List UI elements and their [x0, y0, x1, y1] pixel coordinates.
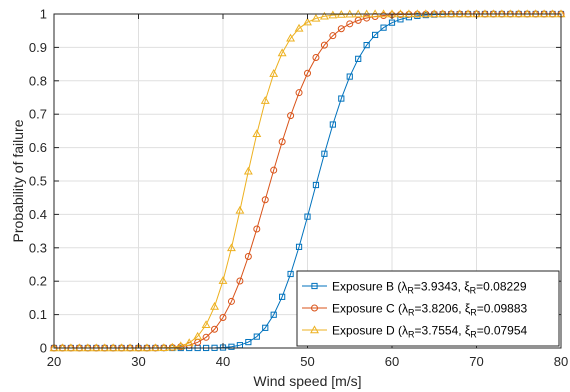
data-point	[304, 213, 311, 220]
data-point	[286, 33, 296, 42]
data-point	[303, 17, 312, 26]
x-tick-label: 60	[385, 354, 399, 369]
data-point	[235, 205, 245, 214]
x-tick-label: 50	[300, 354, 314, 369]
data-point	[287, 270, 294, 278]
x-tick-label: 30	[131, 354, 145, 369]
y-tick-label: 0.6	[29, 140, 47, 155]
data-point	[219, 314, 227, 322]
data-point	[328, 10, 338, 19]
data-point	[176, 341, 186, 350]
data-point	[321, 150, 328, 157]
data-point	[252, 129, 262, 138]
data-point	[295, 243, 303, 250]
data-point	[262, 324, 269, 331]
data-point	[354, 16, 362, 24]
data-point	[372, 31, 379, 39]
legend-marker	[310, 325, 319, 334]
data-point	[245, 338, 252, 346]
data-point	[320, 41, 328, 49]
data-point	[201, 320, 211, 329]
legend-label: Exposure C (λR=3.8206, ξR=0.09883	[332, 302, 528, 318]
x-axis-label: Wind speed [m/s]	[253, 373, 361, 389]
legend-label: Exposure D (λR=3.7554, ξR=0.07954	[332, 324, 528, 340]
data-point	[287, 112, 295, 120]
data-point	[388, 19, 396, 26]
data-point	[253, 225, 261, 233]
legend-item-2: Exposure C (λR=3.8206, ξR=0.09883	[302, 302, 528, 318]
data-point	[338, 95, 345, 102]
y-tick-label: 0.9	[29, 40, 47, 55]
data-point	[270, 311, 277, 318]
data-point	[346, 73, 353, 80]
data-point	[278, 138, 286, 146]
data-point	[355, 55, 362, 62]
y-tick-label: 0	[40, 341, 47, 356]
data-point	[396, 11, 404, 19]
y-axis-label: Probability of failure	[10, 119, 26, 242]
data-point	[261, 196, 269, 204]
data-point	[279, 293, 286, 300]
data-point	[363, 42, 370, 49]
data-point	[277, 48, 287, 57]
data-point	[363, 14, 371, 22]
data-point	[294, 23, 304, 32]
data-point	[236, 277, 244, 285]
data-point	[227, 297, 235, 305]
data-point	[167, 342, 177, 351]
data-point	[260, 96, 270, 104]
data-point	[184, 338, 194, 347]
data-point	[329, 121, 336, 128]
data-point	[346, 20, 354, 28]
data-point	[193, 331, 203, 340]
data-point	[304, 69, 311, 77]
data-point	[243, 166, 253, 175]
data-point	[202, 333, 210, 341]
data-point	[337, 25, 345, 33]
x-tick-label: 40	[216, 354, 230, 369]
data-point	[311, 13, 321, 22]
x-tick-label: 70	[469, 354, 483, 369]
data-point	[270, 166, 278, 174]
legend: Exposure B (λR=3.9343, ξR=0.08229 Exposur…	[296, 270, 560, 347]
y-tick-label: 0.3	[29, 240, 47, 255]
data-point	[211, 325, 219, 333]
grid	[54, 14, 561, 348]
data-point	[226, 243, 236, 252]
legend-item-3: Exposure D (λR=3.7554, ξR=0.07954	[302, 324, 528, 340]
legend-label: Exposure B (λR=3.9343, ξR=0.08229	[332, 280, 527, 296]
x-tick-label: 20	[47, 354, 61, 369]
legend-item-1: Exposure B (λR=3.9343, ξR=0.08229	[302, 280, 527, 296]
data-point	[228, 343, 235, 350]
legend-marker	[311, 282, 318, 290]
data-point	[312, 53, 320, 61]
data-point	[380, 24, 387, 31]
legend-box	[296, 270, 560, 347]
y-tick-label: 0.5	[29, 174, 47, 189]
legend-marker	[311, 304, 318, 312]
data-point	[218, 276, 228, 284]
data-point	[312, 181, 320, 189]
ticks: 20 30 40 50 60 70 80 0 0.1 0.2 0.3 0.4 0.5 0.6 0.7 0.8 0…	[29, 7, 568, 370]
data-point	[244, 253, 252, 261]
data-point	[319, 11, 329, 20]
y-tick-label: 0.7	[29, 107, 47, 122]
data-point	[295, 89, 303, 97]
data-point	[159, 343, 169, 352]
y-tick-label: 0.8	[29, 73, 47, 88]
y-tick-label: 0.2	[29, 274, 47, 289]
data-point	[329, 32, 337, 40]
x-tick-label: 80	[554, 354, 568, 369]
data-point	[210, 301, 220, 310]
y-tick-label: 0.1	[29, 307, 47, 322]
y-tick-label: 1	[40, 7, 47, 22]
data-point	[269, 69, 279, 77]
data-point	[253, 333, 260, 340]
y-tick-label: 0.4	[29, 207, 47, 222]
